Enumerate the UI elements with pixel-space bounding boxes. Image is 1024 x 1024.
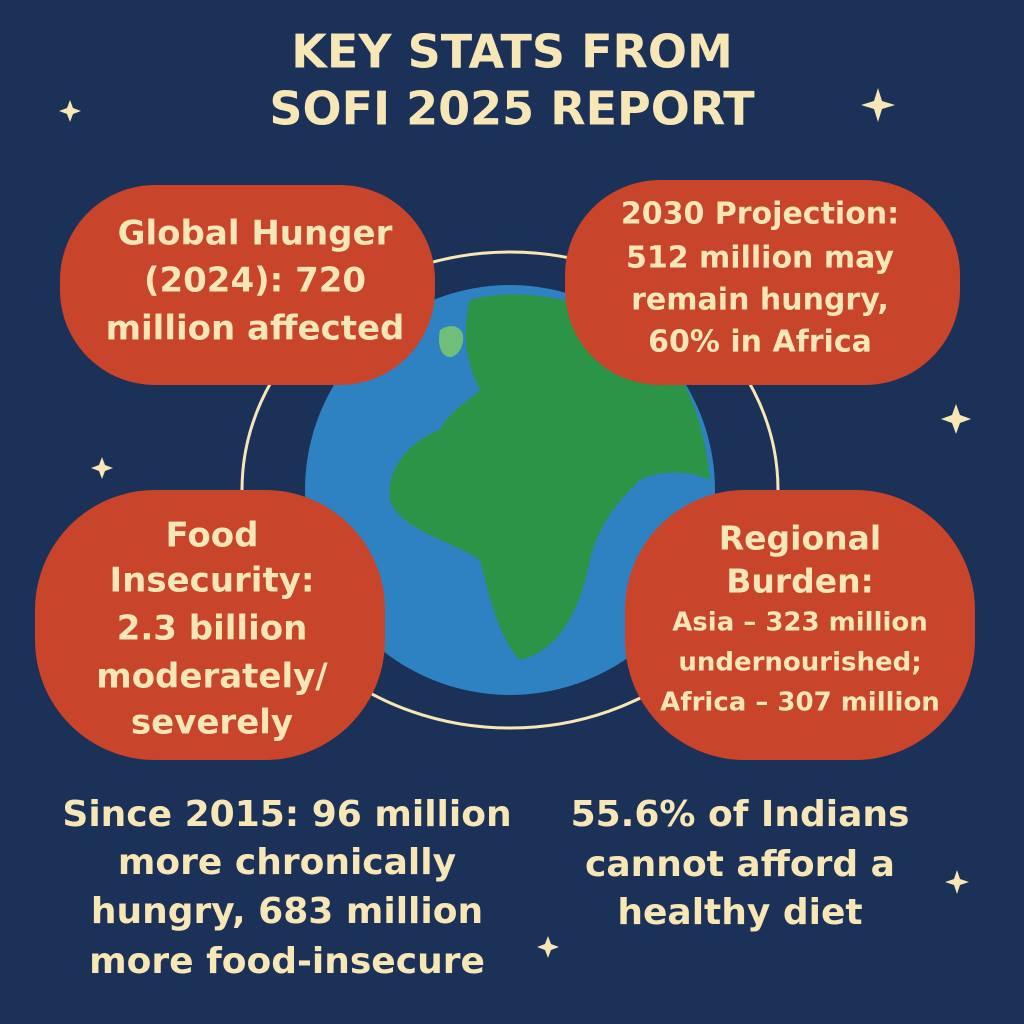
note-line: hungry, 683 million [91,891,483,932]
bubble-line: Regional [719,519,881,558]
bubble-line: million affected [106,309,405,349]
continent [439,326,464,358]
bubble-line: Asia – 323 million [672,608,928,638]
star [941,404,971,434]
bubble-shapes [35,180,975,760]
bubble-line: 60% in Africa [648,325,872,360]
bubble [565,180,960,385]
note-line: 55.6% of Indians [571,794,910,835]
bubble-line: remain hungry, [631,283,889,318]
bubble-line: 2.3 billion [117,609,308,649]
title-line: SOFI 2025 REPORT [269,82,755,136]
star [91,457,113,479]
bubble [60,185,435,385]
bubble [35,490,385,760]
title-line: KEY STATS FROM [291,25,733,79]
star [945,870,969,894]
note-line: more food-insecure [89,941,485,982]
bubble-line: (2024): 720 [144,261,366,301]
note-line: healthy diet [617,892,862,933]
bubble-line: Insecurity: [110,561,315,601]
bubble-line: severely [131,703,293,743]
bubble-line: Africa – 307 million [660,688,940,718]
star [537,936,559,958]
bubble-line: 512 million may [626,241,894,276]
bubble-line: moderately/ [96,657,328,697]
bubble-line: Food [166,516,259,556]
globe [305,285,715,695]
stars [59,88,971,958]
continent [389,294,710,660]
note-line: more chronically [118,842,456,883]
note-line: cannot afford a [585,844,895,885]
note-line: Since 2015: 96 million [62,794,511,835]
bubble [625,490,975,760]
bubble-line: Global Hunger [118,214,393,254]
bubble-line: Burden: [726,562,874,601]
star [59,100,81,122]
bubble-line: undernourished; [678,648,921,678]
star [861,88,895,122]
bubble-line: 2030 Projection: [621,197,899,232]
